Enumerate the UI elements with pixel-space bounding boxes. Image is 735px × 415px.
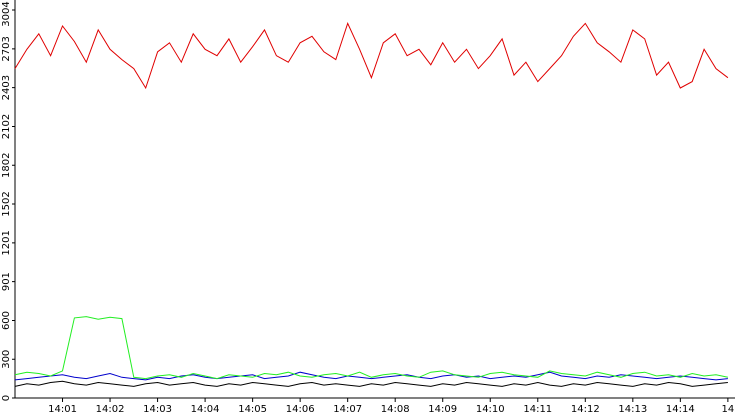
y-tick-label: 300 xyxy=(1,350,12,369)
x-tick-label: 14:03 xyxy=(143,404,172,415)
y-tick-label: 0 xyxy=(1,395,12,401)
y-tick-label: 600 xyxy=(1,311,12,330)
x-tick-label: 14 xyxy=(722,404,735,415)
y-tick-label: 1502 xyxy=(1,191,12,216)
x-tick-label: 14:07 xyxy=(333,404,362,415)
x-tick-label: 14:13 xyxy=(618,404,647,415)
x-tick-label: 14:06 xyxy=(286,404,315,415)
x-tick-label: 14:05 xyxy=(238,404,267,415)
x-tick-label: 14:04 xyxy=(191,404,220,415)
x-tick-label: 14:02 xyxy=(96,404,125,415)
y-tick-label: 2403 xyxy=(1,75,12,100)
series-line xyxy=(14,22,729,90)
series-line xyxy=(14,380,728,387)
y-tick-label: 1201 xyxy=(1,230,12,255)
x-tick-label: 14:08 xyxy=(381,404,410,415)
series-line xyxy=(14,316,729,380)
y-tick-label: 3004 xyxy=(1,1,12,26)
y-tick-label: 901 xyxy=(1,272,12,291)
x-tick-label: 14:14 xyxy=(666,404,695,415)
y-tick-label: 1802 xyxy=(1,153,12,178)
series-line xyxy=(14,371,728,381)
x-tick-label: 14:09 xyxy=(428,404,457,415)
x-tick-label: 14:12 xyxy=(571,404,600,415)
x-tick-label: 14:11 xyxy=(523,404,552,415)
y-tick-label: 2703 xyxy=(1,36,12,61)
x-tick-label: 14:01 xyxy=(48,404,77,415)
x-tick-label: 14:10 xyxy=(476,404,505,415)
y-tick-label: 2102 xyxy=(1,114,12,139)
